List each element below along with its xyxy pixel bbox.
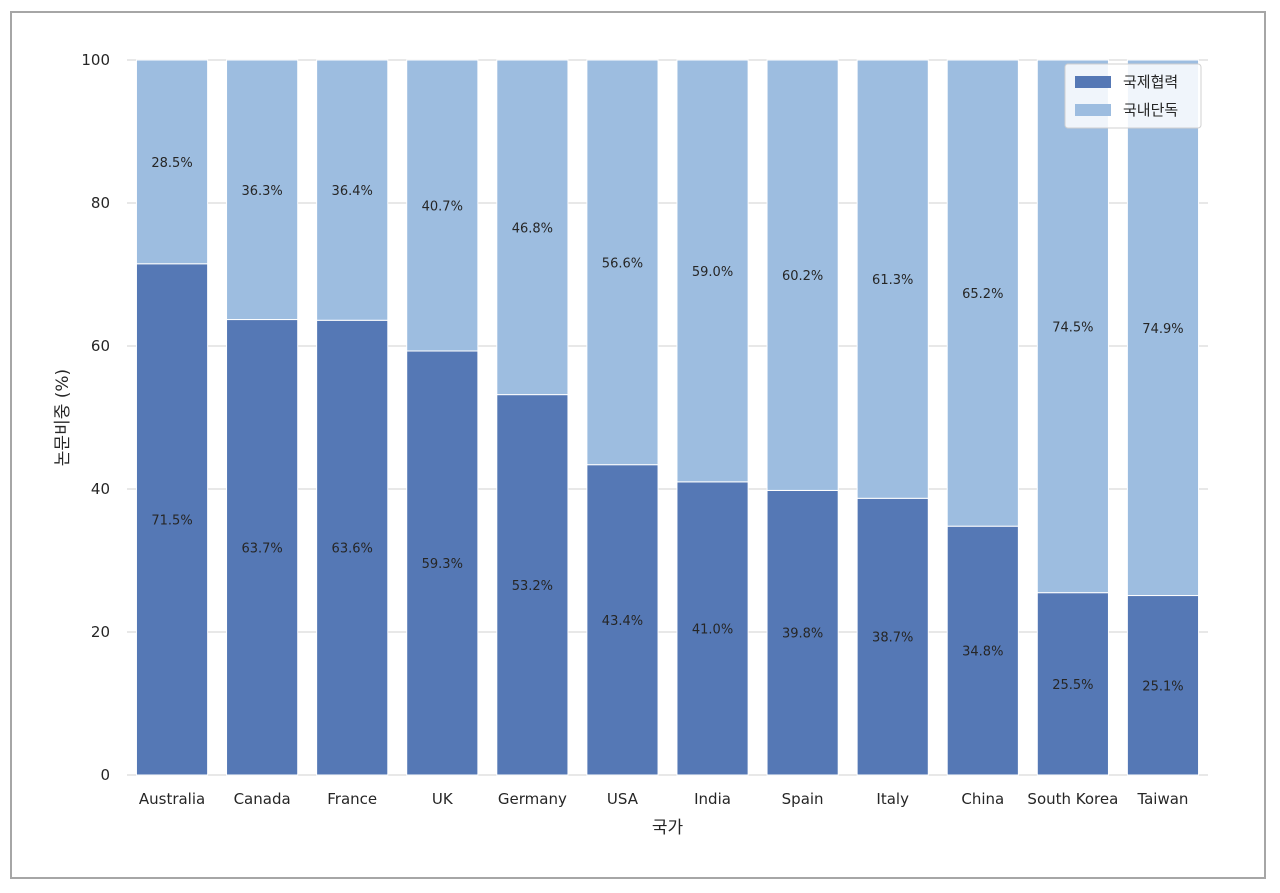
bar-international	[676, 481, 749, 776]
bar-value-label: 41.0%	[692, 622, 733, 637]
bar-domestic	[496, 59, 569, 396]
bar-international	[135, 263, 209, 776]
bar-value-label: 63.7%	[241, 541, 282, 556]
legend-label: 국내단독	[1123, 101, 1178, 119]
bar-value-label: 74.9%	[1142, 322, 1183, 337]
x-tick-label: Germany	[498, 790, 567, 808]
bar-value-label: 40.7%	[422, 200, 463, 215]
bar-international	[1036, 592, 1109, 776]
y-tick-label: 80	[91, 194, 110, 212]
x-tick-label: Italy	[876, 790, 909, 808]
bar-domestic	[676, 59, 749, 483]
bar-international	[946, 525, 1019, 776]
bar-value-label: 56.6%	[602, 256, 643, 271]
bar-value-label: 74.5%	[1052, 320, 1093, 335]
x-tick-label: Canada	[234, 790, 291, 808]
bar-value-label: 38.7%	[872, 631, 913, 646]
x-axis-label: 국가	[652, 818, 684, 838]
x-tick-label: India	[694, 790, 731, 808]
x-tick-label: France	[327, 790, 377, 808]
bar-value-label: 59.0%	[692, 265, 733, 280]
bar-value-label: 25.1%	[1142, 679, 1183, 694]
bar-domestic	[766, 59, 839, 491]
bar-value-label: 43.4%	[602, 614, 643, 629]
legend-swatch	[1075, 104, 1111, 116]
bar-value-label: 36.4%	[332, 184, 373, 199]
bar-value-label: 36.3%	[241, 184, 282, 199]
y-tick-label: 20	[91, 623, 110, 641]
bar-value-label: 65.2%	[962, 287, 1003, 302]
bar-value-label: 60.2%	[782, 269, 823, 284]
legend-label: 국제협력	[1123, 73, 1178, 91]
grid-lines	[127, 59, 1208, 776]
bar-international	[496, 394, 569, 776]
bar-value-label: 61.3%	[872, 273, 913, 288]
x-tick-label: China	[961, 790, 1004, 808]
legend-swatch	[1075, 76, 1111, 88]
bar-value-label: 34.8%	[962, 645, 1003, 660]
bar-domestic	[406, 59, 479, 352]
bar-international	[406, 350, 479, 776]
bar-domestic	[316, 59, 389, 321]
bar-international	[586, 464, 659, 776]
bar-international	[766, 489, 839, 776]
bars	[135, 59, 1200, 776]
bar-value-label: 53.2%	[512, 579, 553, 594]
axes: 0 20 40 60 80 100 Australia Canada France UK Germa…	[81, 51, 1188, 808]
y-axis-label: 논문비중 (%)	[53, 369, 73, 466]
bar-domestic	[226, 59, 299, 321]
bar-domestic	[1126, 59, 1200, 597]
y-tick-label: 40	[91, 480, 110, 498]
x-tick-label: USA	[607, 790, 639, 808]
x-tick-label: Australia	[139, 790, 205, 808]
bar-domestic	[856, 59, 929, 499]
x-tick-label: Spain	[782, 790, 824, 808]
bar-value-label: 39.8%	[782, 627, 823, 642]
bar-value-label: 63.6%	[332, 542, 373, 557]
y-tick-label: 100	[81, 51, 110, 69]
bar-labels: 71.5% 28.5% 63.7% 36.3% 63.6% 36.4% 59.3% 40.7%…	[151, 156, 1183, 694]
bar-value-label: 71.5%	[151, 513, 192, 528]
bar-domestic	[135, 59, 209, 265]
bar-value-label: 59.3%	[422, 557, 463, 572]
x-tick-label: Taiwan	[1136, 790, 1188, 808]
bar-value-label: 25.5%	[1052, 678, 1093, 693]
bar-domestic	[586, 59, 659, 466]
bar-value-label: 28.5%	[151, 156, 192, 171]
y-tick-label: 0	[100, 766, 110, 784]
bar-value-label: 46.8%	[512, 221, 553, 236]
x-tick-label: South Korea	[1027, 790, 1118, 808]
bar-international	[316, 319, 389, 776]
x-tick-label: UK	[432, 790, 454, 808]
bar-domestic	[946, 59, 1019, 527]
bar-domestic	[1036, 59, 1109, 594]
y-tick-label: 60	[91, 337, 110, 355]
